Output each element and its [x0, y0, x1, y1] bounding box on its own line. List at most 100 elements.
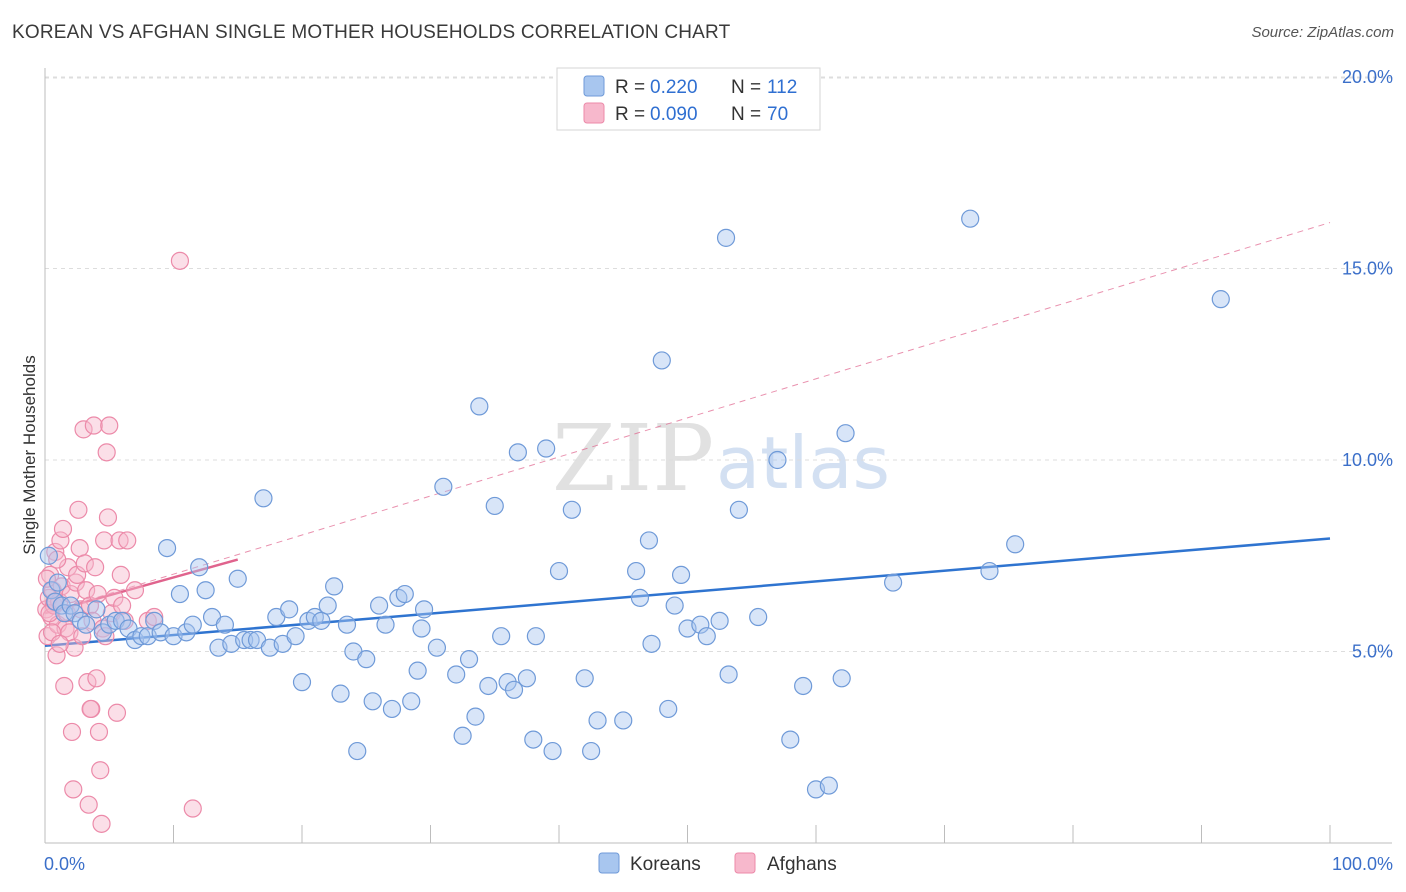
afghan-point [92, 814, 111, 833]
korean-point [485, 496, 504, 516]
korean-point [479, 676, 498, 696]
korean-point [614, 711, 633, 730]
korean-point [691, 615, 710, 634]
afghan-point [64, 780, 83, 799]
afghan-point [118, 531, 137, 550]
watermark-atlas: atlas [716, 421, 890, 505]
korean-point [642, 634, 661, 653]
korean-point [331, 684, 350, 703]
x-tick-label: 0.0% [44, 854, 85, 874]
afghan-point [110, 531, 129, 550]
afghan-point [91, 761, 110, 780]
korean-point [376, 615, 395, 634]
afghan-point [50, 634, 69, 653]
korean-point [348, 741, 367, 761]
afghan-point [79, 795, 98, 814]
korean-point [190, 558, 209, 577]
korean-point [48, 573, 67, 592]
afghan-point [55, 676, 74, 696]
korean-point [183, 615, 202, 634]
afghan-point [86, 558, 105, 577]
y-tick-label: 10.0% [1342, 450, 1393, 470]
afghan-point [105, 588, 124, 607]
korean-point [292, 673, 312, 692]
korean-point [749, 607, 768, 627]
legend-afghan-r-value: 0.090 [650, 104, 698, 125]
afghan-point [84, 416, 103, 435]
afghan-point [100, 416, 119, 435]
korean-point [719, 665, 738, 684]
korean-point [582, 741, 601, 761]
legend-korean-n-value: 112 [767, 77, 797, 98]
y-tick-label: 20.0% [1342, 67, 1393, 87]
korean-point [402, 692, 421, 711]
korean-point [466, 707, 485, 726]
korean-point [537, 439, 556, 458]
afghan-trend-extension [44, 222, 1331, 614]
korean-point [883, 573, 903, 592]
bottom-legend-korean-swatch [598, 852, 620, 874]
korean-trend-line [44, 537, 1331, 648]
korean-point [588, 711, 607, 730]
legend: R = 0.220 N = 112 R = 0.090 N = 70 [556, 67, 821, 131]
korean-point [412, 619, 431, 638]
korean-point [87, 600, 106, 619]
afghan-point [62, 722, 82, 742]
korean-point [665, 596, 684, 615]
korean-point [363, 692, 382, 711]
korean-point [132, 627, 151, 646]
legend-korean-r-label: R = [615, 77, 645, 98]
afghan-point [70, 538, 89, 558]
korean-point [492, 627, 511, 646]
legend-korean-n-label: N = [731, 77, 761, 98]
korean-point [517, 669, 536, 688]
korean-point [427, 638, 447, 657]
watermark: ZIP atlas [552, 405, 890, 512]
korean-point [961, 209, 980, 228]
afghan-point [87, 669, 106, 688]
y-tick-labels: 5.0% 10.0% 15.0% 20.0% [1342, 67, 1393, 662]
y-tick-label: 5.0% [1352, 642, 1393, 662]
korean-point [157, 538, 177, 558]
legend-afghan-swatch [583, 102, 605, 124]
legend-afghan-r-label: R = [615, 104, 645, 125]
korean-point [382, 699, 402, 719]
afghan-point [81, 699, 100, 719]
afghan-point [145, 607, 164, 627]
trend-lines [44, 222, 1331, 648]
korean-point [819, 776, 838, 795]
afghan-point [97, 443, 116, 462]
korean-point [659, 699, 678, 719]
korean-point [414, 600, 434, 619]
x-tick-labels: 0.0% 100.0% [44, 854, 1393, 874]
korean-point [980, 561, 999, 581]
korean-point [671, 565, 691, 585]
korean-point [170, 584, 190, 604]
korean-point [77, 615, 96, 634]
korean-point [280, 600, 299, 619]
korean-point [549, 561, 569, 581]
korean-point [504, 680, 524, 699]
korean-point [228, 569, 247, 588]
korean-point [1006, 535, 1025, 554]
afghan-point [111, 565, 130, 585]
korean-point [395, 584, 414, 604]
korean-point [215, 615, 234, 634]
korean-point [145, 611, 164, 630]
korean-point [630, 588, 650, 607]
korean-point [716, 228, 736, 247]
korean-point [459, 650, 479, 669]
afghan-point [74, 420, 93, 439]
korean-point [434, 477, 453, 496]
chart-title: KOREAN VS AFGHAN SINGLE MOTHER HOUSEHOLD… [12, 22, 731, 43]
korean-point [235, 630, 254, 650]
korean-point [562, 500, 581, 519]
afghan-point [69, 500, 88, 519]
afghan-point [73, 627, 92, 646]
korean-point [254, 489, 273, 508]
korean-point [39, 546, 58, 565]
afghan-point [112, 596, 132, 615]
korean-point [639, 531, 659, 550]
korean-point [1211, 290, 1230, 309]
bottom-legend-afghan-swatch [734, 852, 756, 874]
